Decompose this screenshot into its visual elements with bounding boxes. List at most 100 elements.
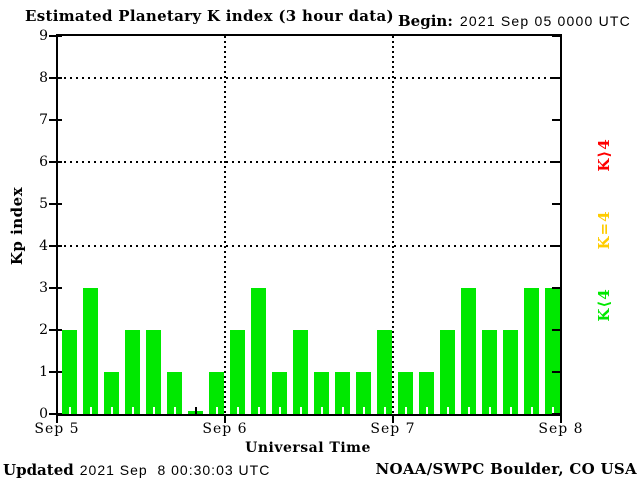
kp-bar — [209, 372, 224, 414]
y-tick-label-3: 3 — [39, 280, 48, 296]
x-tick-sep-7 — [392, 416, 394, 423]
baseline-tick — [279, 407, 281, 414]
y-tick-label-5: 5 — [39, 196, 48, 212]
baseline-tick — [468, 407, 470, 414]
kp-bar — [167, 372, 182, 414]
x-tick-label-sep-8: Sep 8 — [538, 421, 584, 437]
baseline-tick — [510, 407, 512, 414]
y-tick-left-9 — [49, 35, 62, 37]
y-tick-left-6 — [49, 161, 62, 163]
x-tick-sep-6 — [224, 416, 226, 423]
y-tick-left-1 — [49, 371, 62, 373]
legend-k-gt-4: K⟩4 — [595, 138, 613, 172]
baseline-tick — [216, 407, 218, 414]
kp-bar — [398, 372, 413, 414]
y-axis-title: Kp index — [8, 186, 26, 266]
y-tick-right-9 — [552, 35, 560, 37]
y-tick-label-4: 4 — [39, 238, 48, 254]
x-tick-label-sep-6: Sep 6 — [202, 421, 248, 437]
kp-bar — [125, 330, 140, 414]
legend-k-eq-4: K=4 — [595, 210, 613, 250]
y-tick-left-4 — [49, 245, 62, 247]
kp-bar — [356, 372, 371, 414]
baseline-tick — [300, 407, 302, 414]
baseline-tick — [69, 407, 71, 414]
kp-bar — [419, 372, 434, 414]
kp-bar — [293, 330, 308, 414]
y-tick-left-3 — [49, 287, 62, 289]
plot-area — [56, 34, 562, 416]
y-tick-right-2 — [552, 329, 560, 331]
baseline-tick — [195, 407, 197, 414]
y-tick-right-7 — [552, 119, 560, 121]
y-tick-label-7: 7 — [39, 112, 48, 128]
kp-bar — [335, 372, 350, 414]
kp-bar — [461, 288, 476, 414]
kp-bar — [146, 330, 161, 414]
y-tick-right-0 — [552, 413, 560, 415]
baseline-tick — [405, 407, 407, 414]
x-tick-label-sep-7: Sep 7 — [370, 421, 416, 437]
kp-bar — [251, 288, 266, 414]
kp-bar — [482, 330, 497, 414]
y-tick-right-4 — [552, 245, 560, 247]
kp-bar — [314, 372, 329, 414]
baseline-tick — [363, 407, 365, 414]
y-tick-left-8 — [49, 77, 62, 79]
baseline-tick — [90, 407, 92, 414]
kp-bar — [524, 288, 539, 414]
kp-bar — [272, 372, 287, 414]
x-tick-label-sep-5: Sep 5 — [34, 421, 80, 437]
baseline-tick — [489, 407, 491, 414]
gridline-kp-4 — [58, 245, 560, 247]
day-boundary-sep-6 — [224, 36, 226, 414]
y-tick-left-0 — [49, 413, 62, 415]
y-tick-label-1: 1 — [39, 364, 48, 380]
baseline-tick — [552, 407, 554, 414]
y-tick-label-6: 6 — [39, 154, 48, 170]
baseline-tick — [384, 407, 386, 414]
legend-k-lt-4: K⟨4 — [595, 288, 613, 322]
x-tick-sep-5 — [56, 416, 58, 423]
begin-value: 2021 Sep 05 0000 UTC — [459, 13, 631, 29]
y-tick-right-5 — [552, 203, 560, 205]
source-attribution: NOAA/SWPC Boulder, CO USA — [375, 460, 637, 478]
baseline-tick — [321, 407, 323, 414]
kp-bar — [83, 288, 98, 414]
baseline-tick — [153, 407, 155, 414]
x-axis-title: Universal Time — [245, 440, 371, 456]
y-tick-label-0: 0 — [39, 406, 48, 422]
kp-bar — [377, 330, 392, 414]
day-boundary-sep-7 — [392, 36, 394, 414]
kp-bar — [62, 330, 77, 414]
y-tick-left-7 — [49, 119, 62, 121]
y-tick-right-8 — [552, 77, 560, 79]
baseline-tick — [237, 407, 239, 414]
baseline-tick — [531, 407, 533, 414]
x-tick-sep-8 — [560, 416, 562, 423]
baseline-tick — [111, 407, 113, 414]
gridline-kp-8 — [58, 77, 560, 79]
baseline-tick — [342, 407, 344, 414]
gridline-kp-6 — [58, 161, 560, 163]
baseline-tick — [258, 407, 260, 414]
updated-text: Updated 2021 Sep 8 00:30:03 UTC — [3, 460, 270, 479]
y-tick-right-3 — [552, 287, 560, 289]
updated-label: Updated — [3, 461, 74, 479]
y-tick-label-8: 8 — [39, 70, 48, 86]
baseline-tick — [426, 407, 428, 414]
kp-bar — [545, 288, 560, 414]
y-tick-left-2 — [49, 329, 62, 331]
y-tick-right-1 — [552, 371, 560, 373]
kp-bar — [440, 330, 455, 414]
plot-inner — [58, 36, 560, 414]
begin-label: Begin: — [398, 12, 453, 30]
y-tick-left-5 — [49, 203, 62, 205]
baseline-tick — [447, 407, 449, 414]
kp-bar — [104, 372, 119, 414]
kp-bar — [230, 330, 245, 414]
baseline-tick — [174, 407, 176, 414]
y-tick-label-2: 2 — [39, 322, 48, 338]
y-tick-label-9: 9 — [39, 28, 48, 44]
